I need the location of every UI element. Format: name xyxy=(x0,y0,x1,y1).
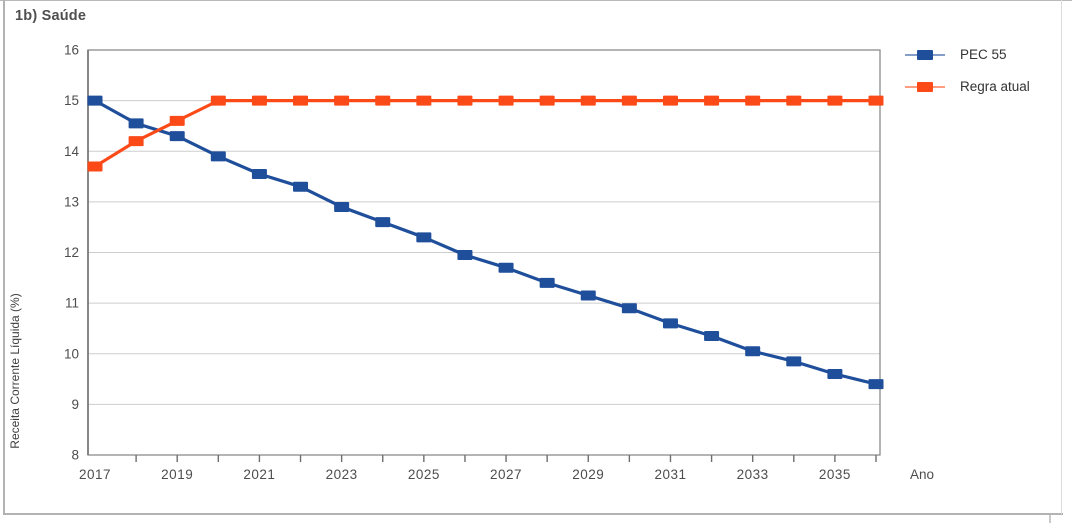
data-point-marker-pec-55 xyxy=(375,217,391,228)
series-line-pec-55 xyxy=(94,99,877,386)
data-point-marker-pec-55 xyxy=(580,290,596,301)
series-layer xyxy=(87,95,884,390)
y-tick-label: 9 xyxy=(71,397,79,412)
y-axis-title: Receita Corrente Líquida (%) xyxy=(8,293,22,448)
data-point-marker-pec-55 xyxy=(827,369,843,379)
data-point-marker-regra-atual xyxy=(375,95,391,106)
data-point-marker-regra-atual xyxy=(827,95,843,106)
axes-layer xyxy=(87,49,881,462)
data-point-marker-pec-55 xyxy=(868,379,884,390)
page-border-left xyxy=(3,0,5,515)
data-point-marker-pec-55 xyxy=(416,232,432,243)
data-point-marker-regra-atual xyxy=(662,95,678,106)
x-tick-label: 2023 xyxy=(326,467,358,482)
y-tick-label: 11 xyxy=(65,296,79,311)
data-point-marker-regra-atual xyxy=(293,95,309,106)
data-point-marker-pec-55 xyxy=(539,277,555,288)
data-point-marker-regra-atual xyxy=(786,95,802,106)
data-point-marker-regra-atual xyxy=(704,95,720,106)
data-point-marker-pec-55 xyxy=(87,95,103,106)
legend-item-pec55: PEC 55 xyxy=(905,44,1030,65)
y-tick-label: 15 xyxy=(64,93,79,108)
data-point-marker-pec-55 xyxy=(457,250,473,261)
legend-label-regra-atual: Regra atual xyxy=(960,79,1030,94)
data-point-marker-regra-atual xyxy=(539,95,555,106)
page-border-bottom xyxy=(3,513,1063,515)
data-point-marker-regra-atual xyxy=(87,161,103,172)
data-point-marker-pec-55 xyxy=(251,169,267,180)
figure-title: 1b) Saúde xyxy=(15,8,87,24)
data-point-marker-pec-55 xyxy=(293,181,309,192)
y-tick-label: 12 xyxy=(64,245,79,260)
gridlines-layer xyxy=(88,100,880,405)
y-tick-label: 13 xyxy=(64,194,79,209)
data-point-marker-regra-atual xyxy=(745,95,761,106)
data-point-marker-regra-atual xyxy=(580,95,596,106)
data-point-marker-regra-atual xyxy=(210,95,226,106)
legend-label-pec55: PEC 55 xyxy=(960,47,1007,62)
data-point-marker-pec-55 xyxy=(786,356,802,367)
data-point-marker-regra-atual xyxy=(169,115,185,126)
data-point-marker-pec-55 xyxy=(745,346,761,357)
data-point-marker-pec-55 xyxy=(128,118,144,129)
data-point-marker-pec-55 xyxy=(704,331,720,342)
legend-square-marker-icon xyxy=(917,81,933,92)
x-tick-label: 2035 xyxy=(819,467,851,482)
x-tick-label: 2021 xyxy=(243,467,275,482)
x-tick-label: 2033 xyxy=(737,467,769,482)
y-tick-label: 16 xyxy=(64,43,79,58)
page-border-stub xyxy=(1049,515,1051,523)
data-point-marker-pec-55 xyxy=(662,318,678,329)
x-tick-label: 2019 xyxy=(161,467,193,482)
legend-item-regra-atual: Regra atual xyxy=(905,76,1030,97)
data-point-marker-regra-atual xyxy=(868,95,884,106)
data-point-marker-regra-atual xyxy=(334,95,350,106)
chart-legend: PEC 55 Regra atual xyxy=(905,44,1030,97)
pec55-line-marker-swatch xyxy=(905,49,945,61)
data-point-marker-regra-atual xyxy=(251,95,267,106)
x-tick-label: 2029 xyxy=(572,467,604,482)
legend-square-marker-icon xyxy=(917,49,933,60)
regra-atual-line-marker-swatch xyxy=(905,81,945,93)
data-point-marker-regra-atual xyxy=(416,95,432,106)
tick-labels-layer: 8 9 10 11 12 13 14 15 16 2017 2019 2021 2023 2025 2027… xyxy=(64,43,851,483)
data-point-marker-pec-55 xyxy=(334,201,350,212)
data-point-marker-pec-55 xyxy=(621,303,637,314)
data-point-marker-pec-55 xyxy=(498,262,514,273)
y-tick-label: 10 xyxy=(64,346,79,361)
page-border-right xyxy=(1061,0,1062,514)
x-tick-label: 2031 xyxy=(654,467,686,482)
y-tick-label: 8 xyxy=(71,448,79,463)
data-point-marker-pec-55 xyxy=(210,151,226,162)
x-tick-label: 2025 xyxy=(408,467,440,482)
data-point-marker-regra-atual xyxy=(621,95,637,106)
x-tick-label: 2027 xyxy=(490,467,522,482)
x-axis-title: Ano xyxy=(910,467,934,482)
data-point-marker-regra-atual xyxy=(498,95,514,106)
x-tick-label: 2017 xyxy=(79,467,111,482)
y-tick-label: 14 xyxy=(64,144,80,159)
page-border-top xyxy=(0,0,1072,1)
data-point-marker-regra-atual xyxy=(457,95,473,106)
data-point-marker-regra-atual xyxy=(128,136,144,147)
data-point-marker-pec-55 xyxy=(169,131,185,142)
